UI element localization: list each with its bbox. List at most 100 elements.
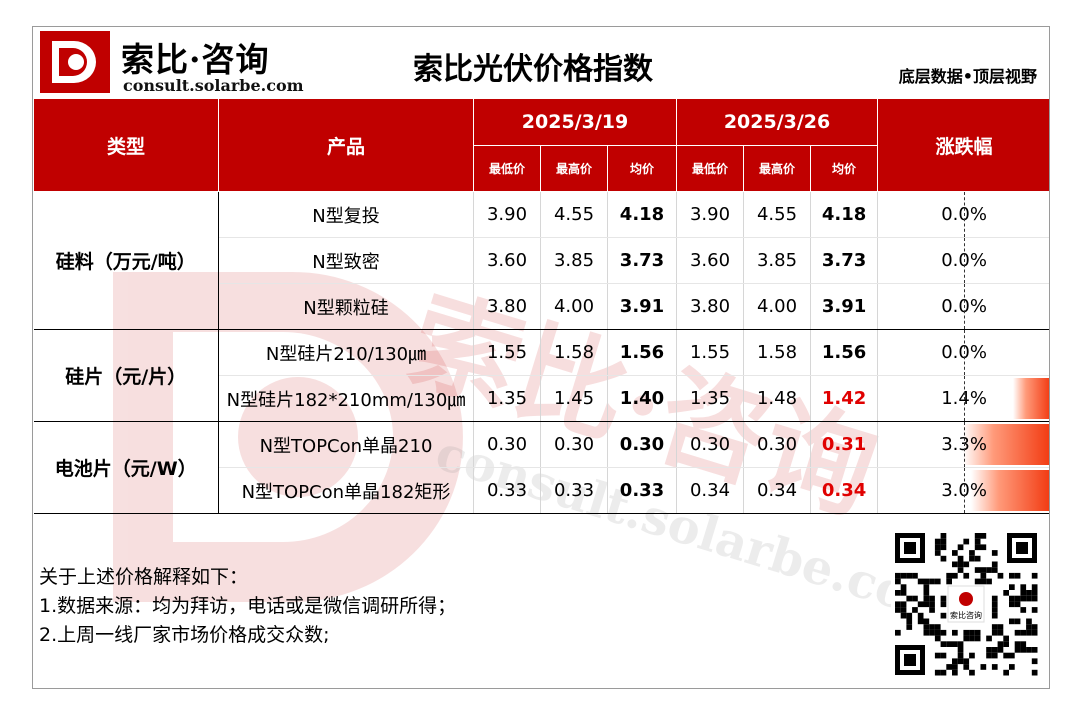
avg-price: 0.33 — [607, 467, 678, 514]
table-row: N型颗粒硅 3.80 4.00 3.91 3.80 4.00 3.91 0.0% — [34, 283, 1049, 330]
product-name: N型致密 — [218, 237, 474, 284]
avg-price: 3.73 — [607, 237, 678, 284]
avg-price: 0.30 — [607, 421, 678, 468]
min-price: 3.60 — [676, 237, 745, 284]
avg-price: 1.56 — [810, 329, 879, 376]
avg-price: 1.42 — [810, 375, 879, 422]
header-max-2: 最高价 — [743, 145, 812, 192]
header-change: 涨跌幅 — [877, 98, 1049, 192]
change-bar — [1013, 378, 1049, 419]
change-cell: 3.3% — [877, 421, 1049, 468]
min-price: 0.34 — [676, 467, 745, 514]
notes-item: 1.数据来源：均为拜访，电话或是微信调研所得； — [39, 595, 457, 617]
change-bar — [970, 470, 1049, 511]
change-value: 3.0% — [941, 480, 987, 501]
header-min-2: 最低价 — [676, 145, 745, 192]
avg-price: 3.73 — [810, 237, 879, 284]
table-row: N型TOPCon单晶182矩形 0.33 0.33 0.33 0.34 0.34… — [34, 467, 1049, 514]
max-price: 1.58 — [743, 329, 812, 376]
min-price: 1.35 — [676, 375, 745, 422]
max-price: 1.48 — [743, 375, 812, 422]
max-price: 1.45 — [540, 375, 608, 422]
header-avg-2: 均价 — [810, 145, 879, 192]
change-cell: 0.0% — [877, 283, 1049, 330]
change-cell: 0.0% — [877, 191, 1049, 238]
min-price: 3.60 — [473, 237, 541, 284]
max-price: 1.58 — [540, 329, 608, 376]
change-cell: 0.0% — [877, 329, 1049, 376]
change-value: 0.0% — [941, 204, 987, 225]
brand-name: 索比·咨询 — [121, 40, 270, 79]
category-wafer: 硅片（元/片） — [33, 329, 219, 422]
qr-label: 索比咨询 — [950, 610, 982, 620]
category-polysilicon: 硅料（万元/吨） — [33, 191, 219, 330]
table-row: 硅片（元/片） N型硅片210/130㎛ 1.55 1.58 1.56 1.55… — [33, 329, 1049, 422]
min-price: 1.55 — [676, 329, 745, 376]
change-cell: 1.4% — [877, 375, 1049, 422]
change-cell: 0.0% — [877, 237, 1049, 284]
change-cell: 3.0% — [877, 467, 1049, 514]
max-price: 4.00 — [743, 283, 812, 330]
max-price: 0.30 — [540, 421, 608, 468]
change-bar — [963, 424, 1049, 465]
brand-url: consult.solarbe.com — [123, 76, 304, 95]
table-row: 电池片（元/W） N型TOPCon单晶210 0.30 0.30 0.30 0.… — [33, 421, 1049, 514]
min-price: 3.90 — [473, 191, 541, 238]
change-value: 3.3% — [941, 434, 987, 455]
avg-price: 0.34 — [810, 467, 879, 514]
notes: 关于上述价格解释如下： 1.数据来源：均为拜访，电话或是微信调研所得； 2.上周… — [39, 563, 456, 650]
price-index-sheet: 索比·咨询 consult.solarbe.com 索比光伏价格指数 底层数据•… — [32, 26, 1050, 689]
product-name: N型复投 — [218, 191, 474, 238]
avg-price: 3.91 — [810, 283, 879, 330]
price-table: 类型 产品 2025/3/19 2025/3/26 涨跌幅 最低价 最高价 均价… — [33, 98, 1049, 514]
min-price: 0.30 — [473, 421, 541, 468]
max-price: 3.85 — [743, 237, 812, 284]
category-cell: 电池片（元/W） — [33, 421, 219, 514]
avg-price: 3.91 — [607, 283, 678, 330]
avg-price: 4.18 — [810, 191, 879, 238]
solarbe-logo-icon — [40, 31, 110, 93]
table-row: 硅料（万元/吨） N型复投 3.90 4.55 4.18 3.90 4.55 4… — [33, 191, 1049, 330]
min-price: 0.30 — [676, 421, 745, 468]
slogan: 底层数据•顶层视野 — [898, 67, 1037, 86]
max-price: 4.55 — [743, 191, 812, 238]
header-min-1: 最低价 — [473, 145, 541, 192]
page-title: 索比光伏价格指数 — [413, 52, 653, 87]
max-price: 4.55 — [540, 191, 608, 238]
change-value: 0.0% — [941, 342, 987, 363]
avg-price: 0.31 — [810, 421, 879, 468]
avg-price: 1.56 — [607, 329, 678, 376]
change-value: 0.0% — [941, 296, 987, 317]
max-price: 4.00 — [540, 283, 608, 330]
header-avg-1: 均价 — [606, 145, 678, 192]
table-row: N型致密 3.60 3.85 3.73 3.60 3.85 3.73 0.0% — [34, 237, 1049, 284]
header-max-1: 最高价 — [540, 145, 608, 192]
header-date-2: 2025/3/26 — [676, 98, 879, 146]
min-price: 3.80 — [676, 283, 745, 330]
notes-item: 2.上周一线厂家市场价格成交众数; — [39, 624, 330, 646]
avg-price: 1.40 — [607, 375, 678, 422]
header-date-1: 2025/3/19 — [472, 98, 678, 146]
min-price: 1.55 — [473, 329, 541, 376]
product-name: N型TOPCon单晶182矩形 — [218, 467, 474, 514]
min-price: 3.90 — [676, 191, 745, 238]
max-price: 0.33 — [540, 467, 608, 514]
min-price: 0.33 — [473, 467, 541, 514]
product-name: N型硅片182*210mm/130㎛ — [218, 375, 474, 422]
max-price: 0.30 — [743, 421, 812, 468]
product-name: N型TOPCon单晶210 — [218, 421, 474, 468]
min-price: 1.35 — [473, 375, 541, 422]
max-price: 0.34 — [743, 467, 812, 514]
product-name: N型颗粒硅 — [218, 283, 474, 330]
product-name: N型硅片210/130㎛ — [218, 329, 474, 376]
min-price: 3.80 — [473, 283, 541, 330]
change-value: 1.4% — [941, 388, 987, 409]
qr-code-icon: 索比咨询 — [891, 529, 1041, 679]
header-product: 产品 — [218, 98, 474, 192]
table-row: N型硅片182*210mm/130㎛ 1.35 1.45 1.40 1.35 1… — [34, 375, 1049, 422]
change-value: 0.0% — [941, 250, 987, 271]
avg-price: 4.18 — [607, 191, 678, 238]
max-price: 3.85 — [540, 237, 608, 284]
notes-intro: 关于上述价格解释如下： — [39, 566, 249, 588]
header-type: 类型 — [33, 98, 219, 192]
